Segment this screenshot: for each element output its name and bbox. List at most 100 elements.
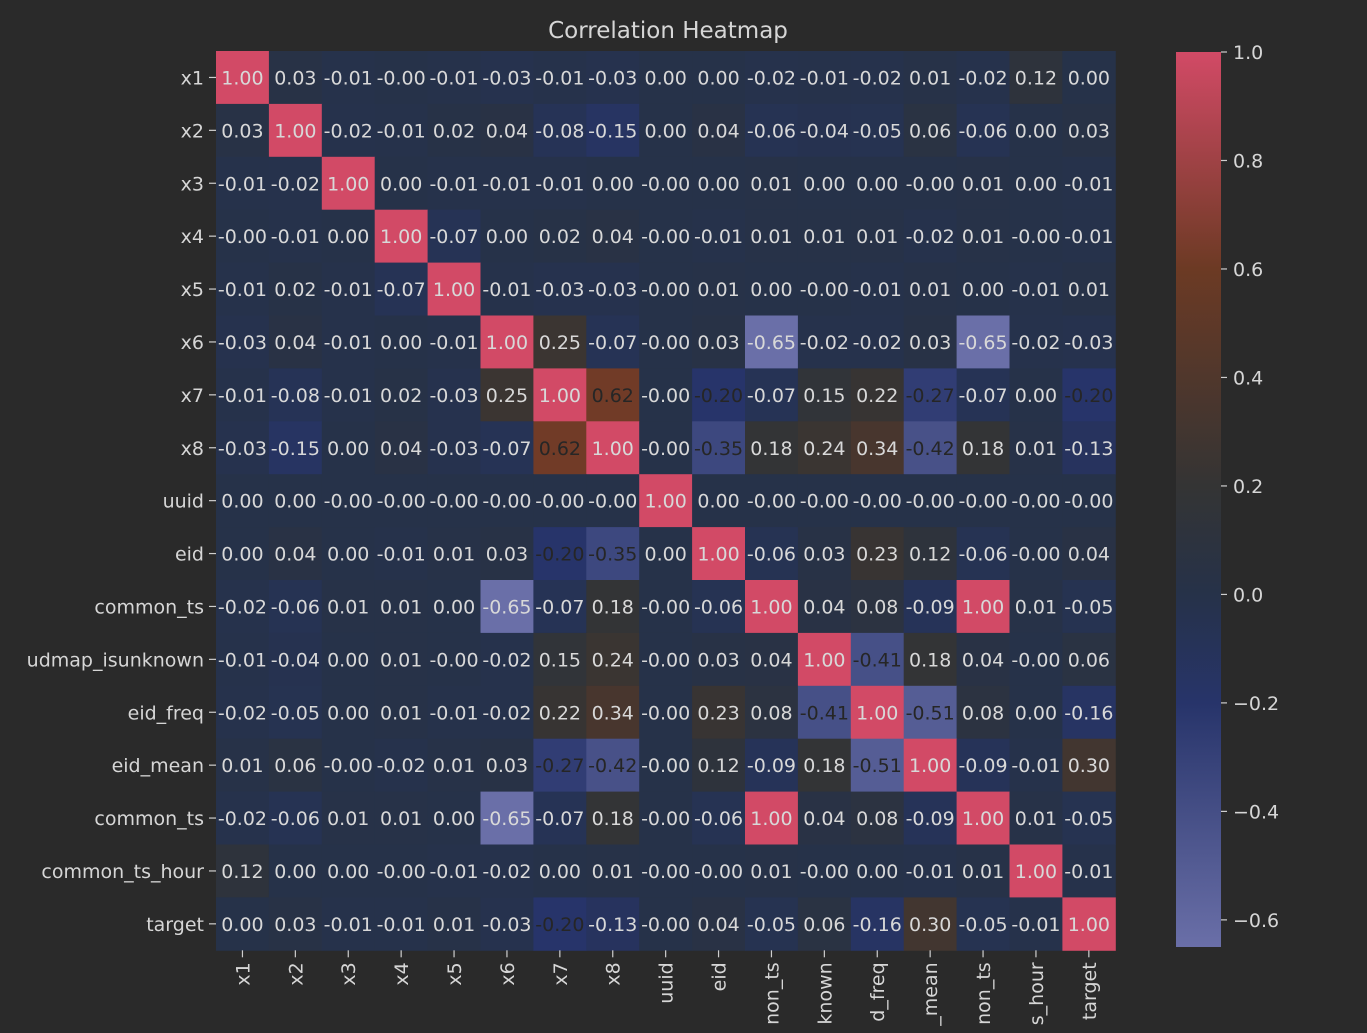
heatmap-cell [427, 738, 481, 793]
cell-value-label: -0.00 [641, 702, 690, 724]
heatmap-cell [268, 315, 323, 369]
cell-value-label: -0.01 [694, 226, 743, 248]
heatmap-cell [1009, 580, 1063, 634]
heatmap-cell [268, 632, 323, 687]
heatmap-cell [850, 844, 905, 898]
heatmap-cell [745, 51, 799, 105]
heatmap-cell [850, 262, 905, 316]
cell-value-label: -0.07 [482, 438, 531, 460]
x-tick-label: x3 [338, 962, 360, 985]
heatmap-cell [374, 156, 429, 211]
cell-value-label: 0.04 [697, 120, 739, 142]
heatmap-cell [321, 580, 376, 634]
cell-value-label: 0.01 [433, 755, 475, 777]
cell-value-label: -0.01 [1064, 226, 1113, 248]
cell-value-label: -0.03 [482, 67, 531, 89]
heatmap-cell [480, 156, 534, 211]
cell-value-label: -0.01 [429, 702, 478, 724]
heatmap-cell [427, 209, 481, 264]
cell-value-label: 0.03 [697, 649, 739, 671]
heatmap-cell [427, 103, 481, 158]
cell-value-label: -0.02 [853, 332, 902, 354]
x-tick-label: uuid [656, 962, 678, 1003]
heatmap-cell [427, 51, 481, 105]
heatmap-cell [956, 315, 1010, 369]
heatmap-cell [850, 738, 905, 793]
heatmap-cell [374, 51, 429, 105]
cell-value-label: -0.08 [535, 120, 584, 142]
heatmap-cell [639, 51, 693, 105]
heatmap-cell [692, 844, 746, 898]
cell-value-label: -0.03 [218, 332, 267, 354]
heatmap-cell [533, 315, 587, 369]
heatmap-cell [639, 474, 693, 528]
cell-value-label: 0.18 [962, 438, 1004, 460]
heatmap-cell [850, 209, 905, 264]
heatmap-cell [480, 103, 534, 158]
y-tick-label: x1 [181, 67, 204, 89]
heatmap-cell [745, 474, 799, 528]
cell-value-label: -0.01 [324, 914, 373, 936]
cell-value-label: 0.01 [909, 67, 951, 89]
cell-value-label: 0.00 [750, 279, 792, 301]
heatmap-cell [692, 897, 746, 951]
heatmap-cell [533, 103, 587, 158]
heatmap-cell [321, 897, 376, 951]
heatmap-cell [1062, 421, 1116, 475]
cell-value-label: 0.00 [962, 279, 1004, 301]
cell-value-label: -0.02 [324, 120, 373, 142]
heatmap-cell [321, 103, 376, 158]
cell-value-label: -0.01 [218, 173, 267, 195]
cell-value-label: -0.07 [429, 226, 478, 248]
cell-value-label: 0.08 [856, 596, 898, 618]
y-tick-label: eid [175, 544, 204, 566]
cell-value-label: 0.01 [327, 596, 369, 618]
cell-value-label: 0.00 [433, 808, 475, 830]
heatmap-cell [639, 103, 693, 158]
cell-value-label: -0.03 [588, 279, 637, 301]
heatmap-cell [533, 51, 587, 105]
heatmap-cell [586, 421, 640, 475]
heatmap-cell [639, 791, 693, 845]
cell-value-label: -0.51 [906, 702, 955, 724]
heatmap-cell [1009, 474, 1063, 528]
heatmap-cell [216, 262, 270, 316]
heatmap-cell [956, 527, 1010, 581]
cell-value-label: 0.00 [221, 544, 263, 566]
colorbar-tick-label: 0.8 [1233, 150, 1263, 172]
cell-value-label: 0.01 [1015, 808, 1057, 830]
heatmap-cell [692, 262, 746, 316]
x-tick-label: s_hour [1026, 962, 1048, 1025]
heatmap-cell [956, 103, 1010, 158]
heatmap-cell [797, 315, 852, 369]
cell-value-label: -0.06 [694, 808, 743, 830]
cell-value-label: -0.09 [958, 755, 1007, 777]
heatmap-cell [480, 527, 534, 581]
cell-value-label: 0.02 [539, 226, 581, 248]
heatmap-cell [586, 315, 640, 369]
heatmap-cell [692, 632, 746, 687]
x-tick-label: target [1079, 962, 1101, 1020]
heatmap-cell [1009, 897, 1063, 951]
heatmap-cell [216, 51, 270, 105]
cell-value-label: -0.00 [800, 491, 849, 513]
cell-value-label: -0.01 [535, 67, 584, 89]
heatmap-cell [480, 368, 534, 422]
heatmap-cell [903, 632, 958, 687]
heatmap-cell [586, 897, 640, 951]
heatmap-cell [374, 738, 429, 793]
cell-value-label: 1.00 [750, 596, 792, 618]
y-tick-label: x3 [181, 173, 204, 195]
heatmap-cell [533, 580, 587, 634]
cell-value-label: 0.01 [856, 226, 898, 248]
cell-value-label: -0.05 [1064, 808, 1113, 830]
heatmap-cell [268, 51, 323, 105]
cell-value-label: 0.00 [274, 491, 316, 513]
cell-value-label: 0.01 [962, 861, 1004, 883]
cell-value-label: 0.02 [274, 279, 316, 301]
heatmap-cell [268, 738, 323, 793]
heatmap-cell [1062, 897, 1116, 951]
heatmap-cell [1062, 368, 1116, 422]
heatmap-cell [850, 315, 905, 369]
heatmap-cell [1009, 103, 1063, 158]
